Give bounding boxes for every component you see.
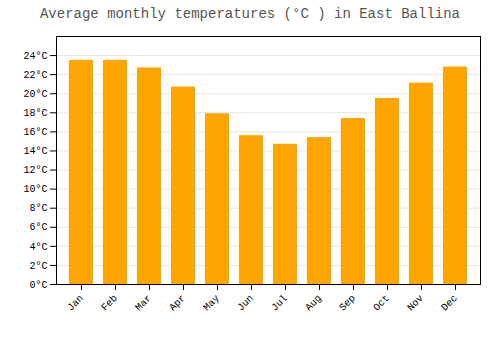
svg-text:Sep: Sep: [337, 293, 358, 314]
svg-text:Jul: Jul: [269, 293, 290, 314]
svg-text:24°C: 24°C: [23, 51, 47, 62]
svg-text:22°C: 22°C: [23, 70, 47, 81]
svg-text:2°C: 2°C: [29, 261, 47, 272]
svg-text:Feb: Feb: [99, 293, 120, 314]
svg-text:10°C: 10°C: [23, 184, 47, 195]
svg-text:Aug: Aug: [303, 293, 324, 314]
svg-text:Jun: Jun: [235, 293, 256, 314]
svg-text:May: May: [201, 293, 222, 314]
svg-text:Jan: Jan: [65, 293, 86, 314]
svg-text:0°C: 0°C: [29, 280, 47, 291]
svg-text:14°C: 14°C: [23, 146, 47, 157]
svg-text:Apr: Apr: [167, 293, 188, 314]
svg-text:8°C: 8°C: [29, 203, 47, 214]
svg-text:20°C: 20°C: [23, 89, 47, 100]
html-text:Average monthly temperatures (: Average monthly temperatures (°C ) in Ea…: [40, 6, 460, 22]
svg-text:Nov: Nov: [405, 293, 426, 314]
svg-text:4°C: 4°C: [29, 242, 47, 253]
svg-text:Oct: Oct: [371, 293, 392, 314]
svg-text:Mar: Mar: [133, 293, 154, 314]
svg-text:18°C: 18°C: [23, 108, 47, 119]
svg-text:12°C: 12°C: [23, 165, 47, 176]
svg-text:16°C: 16°C: [23, 127, 47, 138]
svg-text:Dec: Dec: [439, 293, 460, 314]
svg-text:6°C: 6°C: [29, 222, 47, 233]
